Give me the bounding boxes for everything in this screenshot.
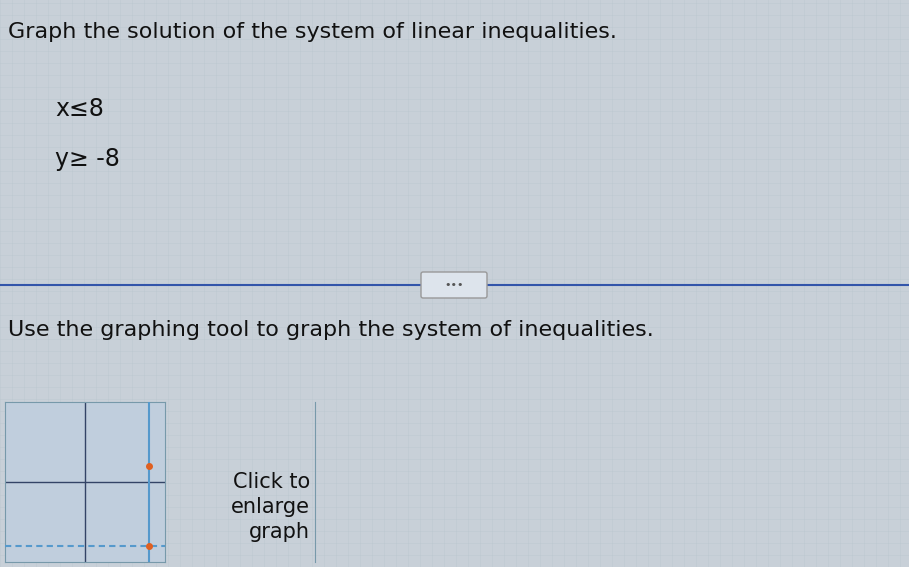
Text: enlarge: enlarge	[231, 497, 310, 517]
Text: Graph the solution of the system of linear inequalities.: Graph the solution of the system of line…	[8, 22, 617, 42]
Text: •••: •••	[445, 280, 464, 290]
Text: graph: graph	[249, 522, 310, 542]
Text: Use the graphing tool to graph the system of inequalities.: Use the graphing tool to graph the syste…	[8, 320, 654, 340]
Text: y≥ -8: y≥ -8	[55, 147, 120, 171]
Text: Click to: Click to	[233, 472, 310, 492]
Text: x≤8: x≤8	[55, 97, 104, 121]
FancyBboxPatch shape	[421, 272, 487, 298]
